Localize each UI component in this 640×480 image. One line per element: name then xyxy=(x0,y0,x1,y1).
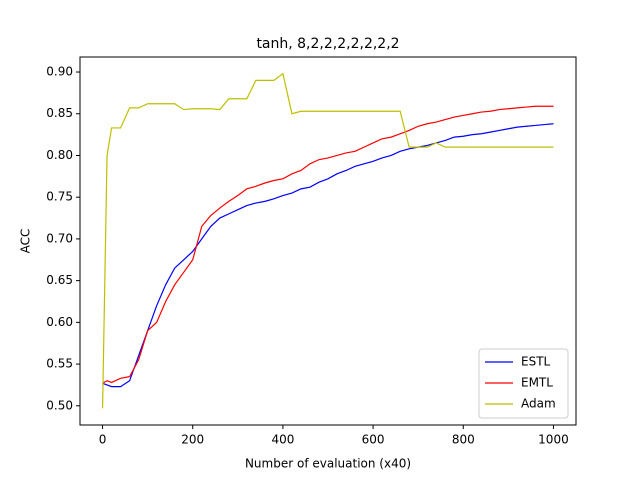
y-tick-label: 0.65 xyxy=(46,273,73,287)
x-tick-label: 200 xyxy=(181,433,204,447)
y-axis-label: ACC xyxy=(19,229,33,254)
y-tick-label: 0.85 xyxy=(46,106,73,120)
x-tick-label: 800 xyxy=(452,433,475,447)
y-tick-label: 0.70 xyxy=(46,231,73,245)
y-tick-label: 0.50 xyxy=(46,398,73,412)
series-line xyxy=(102,123,554,388)
x-tick-label: 0 xyxy=(99,433,107,447)
x-axis-label: Number of evaluation (x40) xyxy=(245,457,411,471)
series-line xyxy=(102,105,554,384)
y-tick-label: 0.60 xyxy=(46,315,73,329)
chart-title: tanh, 8,2,2,2,2,2,2,2 xyxy=(256,36,399,52)
y-tick-label: 0.90 xyxy=(46,65,73,79)
legend-label: Adam xyxy=(521,397,556,411)
y-tick-label: 0.75 xyxy=(46,190,73,204)
legend-label: ESTL xyxy=(521,355,551,369)
y-tick-label: 0.55 xyxy=(46,357,73,371)
series-line xyxy=(101,72,554,409)
x-tick-label: 600 xyxy=(362,433,385,447)
x-tick-label: 400 xyxy=(271,433,294,447)
y-tick-label: 0.80 xyxy=(46,148,73,162)
axes-frame xyxy=(79,56,577,426)
legend-label: EMTL xyxy=(521,376,553,390)
x-tick-label: 1000 xyxy=(538,433,569,447)
legend-box xyxy=(478,348,569,419)
